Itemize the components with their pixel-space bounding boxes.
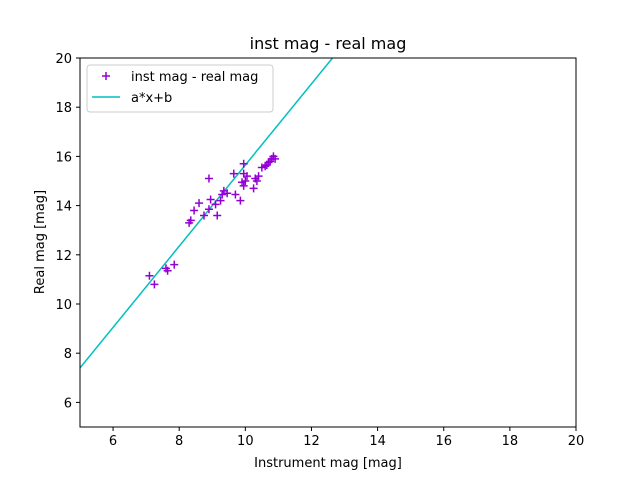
scatter-point [190, 206, 199, 215]
scatter-point [223, 189, 232, 198]
scatter-point [254, 172, 263, 181]
plot-frame [79, 57, 577, 428]
scatter-point [241, 177, 250, 185]
x-tick-label: 10 [237, 434, 254, 449]
x-tick-label: 6 [109, 434, 117, 449]
scatter-point [204, 205, 213, 214]
x-tick-label: 16 [435, 434, 452, 449]
scatter-point [211, 200, 220, 209]
y-tick-label: 20 [55, 52, 72, 67]
scatter-point [186, 216, 195, 225]
scatter-point [195, 199, 204, 208]
scatter-point [242, 172, 251, 181]
y-tick-label: 12 [55, 249, 72, 264]
x-tick-label: 20 [568, 434, 585, 449]
y-tick-label: 18 [55, 101, 72, 116]
scatter-point [271, 154, 280, 163]
chart-title: inst mag - real mag [250, 34, 407, 53]
scatter-point [213, 211, 222, 220]
scatter-point [145, 271, 154, 280]
scatter-point [204, 174, 213, 183]
y-tick-label: 8 [64, 347, 72, 362]
scatter-point [239, 181, 248, 190]
legend-box [86, 64, 274, 113]
scatter-point [218, 190, 227, 199]
y-tick-label: 6 [64, 396, 72, 411]
legend-plus-marker-icon [102, 72, 110, 80]
fit-line [80, 58, 334, 369]
scatter-point [163, 266, 172, 275]
scatter-point [249, 184, 258, 193]
scatter-point [252, 177, 261, 185]
x-tick-label: 14 [369, 434, 386, 449]
x-tick-label: 8 [175, 434, 183, 449]
scatter-point [239, 159, 248, 168]
y-axis: 6 8 10 12 14 16 18 20 [55, 52, 80, 411]
scatter-point [229, 169, 238, 178]
y-tick-label: 16 [55, 150, 72, 165]
scatter-point [231, 190, 240, 199]
x-tick-label: 18 [502, 434, 519, 449]
legend: inst mag - real mag a*x+b [86, 64, 274, 113]
scatter-point [200, 211, 208, 220]
scatter-point [150, 280, 159, 289]
legend-label-fit: a*x+b [131, 91, 172, 106]
scatter-point [236, 196, 245, 205]
y-tick-label: 14 [55, 200, 72, 215]
x-tick-label: 12 [303, 434, 320, 449]
x-axis: 6 8 10 12 14 16 18 20 [109, 427, 584, 449]
y-axis-label: Real mag [mag] [33, 190, 48, 294]
x-axis-label: Instrument mag [mag] [254, 456, 402, 471]
y-tick-label: 10 [55, 298, 72, 313]
scatter-point [206, 195, 215, 204]
plot-marks [80, 58, 334, 369]
legend-label-scatter: inst mag - real mag [131, 70, 258, 85]
scatter-point [216, 196, 225, 205]
scatter-point [170, 260, 179, 269]
